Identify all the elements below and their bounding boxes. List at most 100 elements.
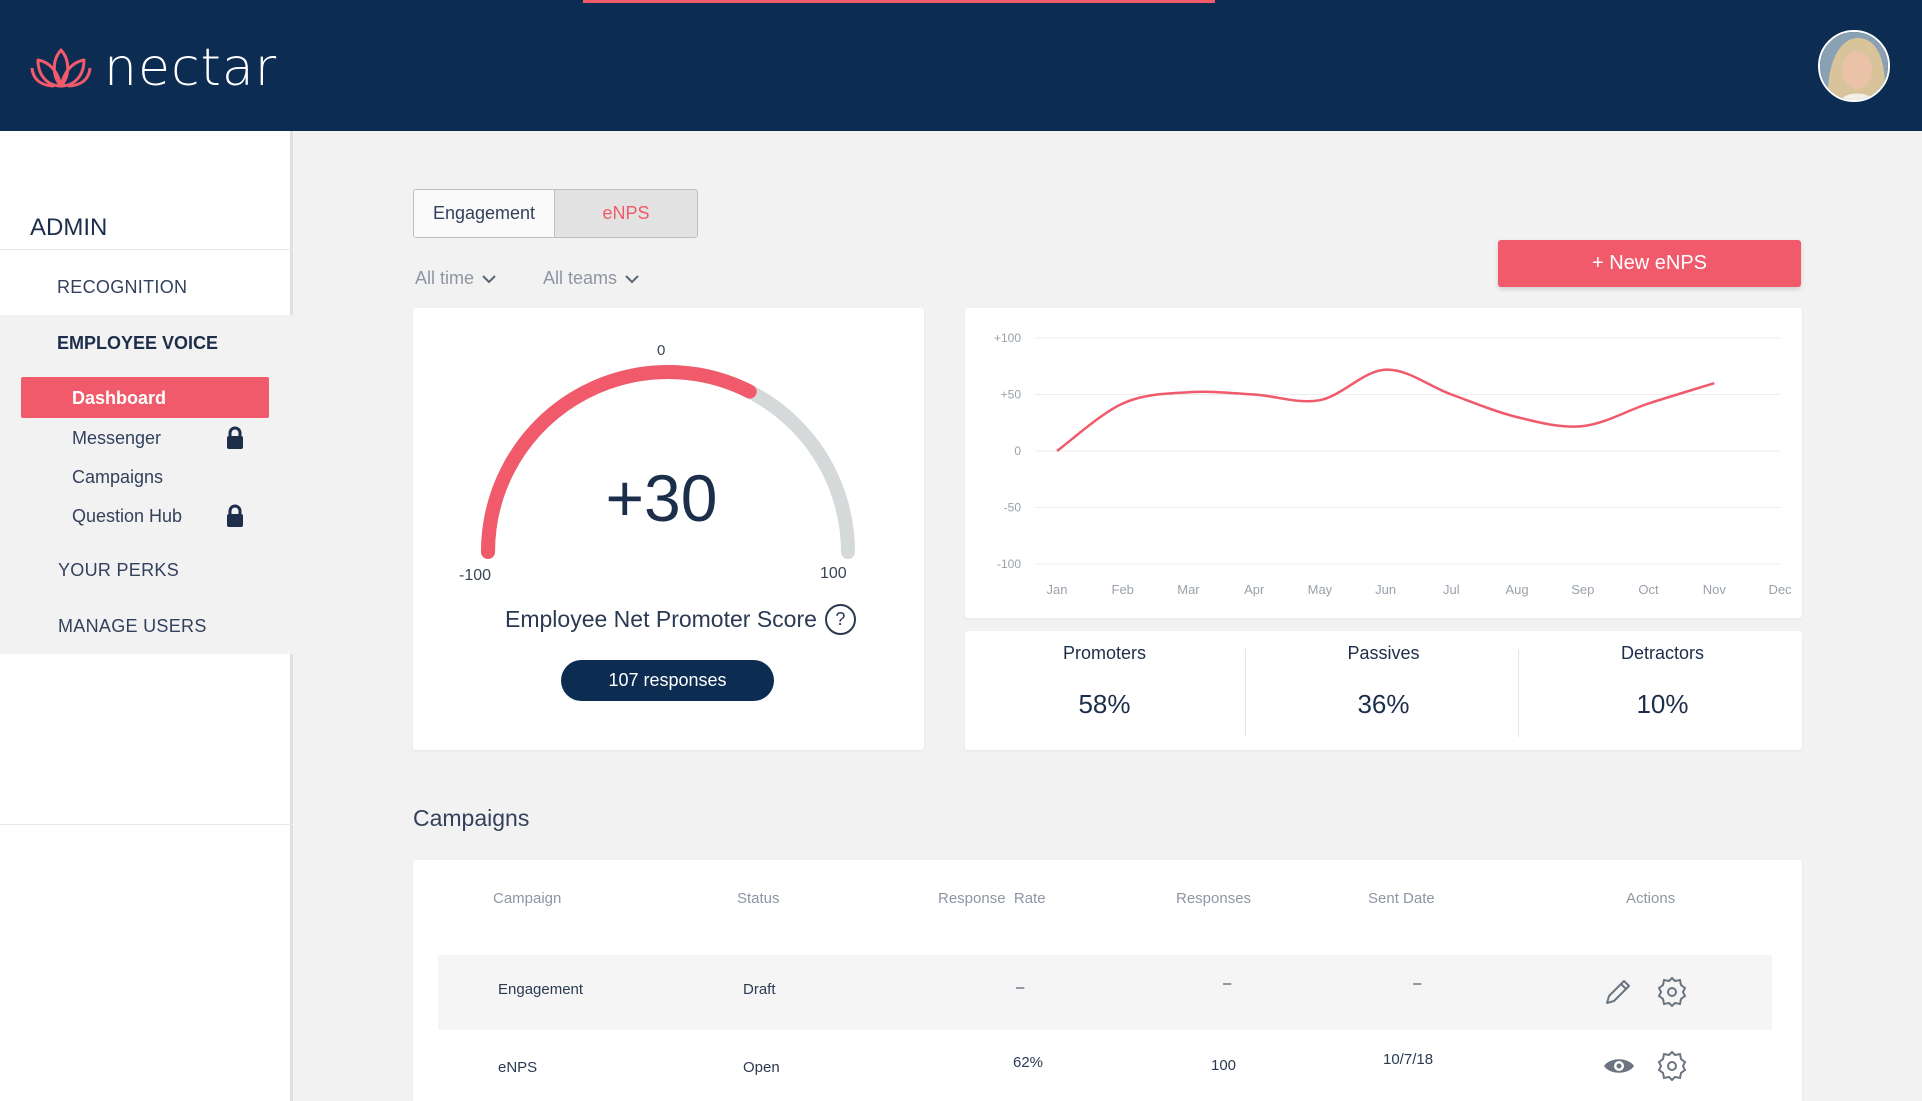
gauge-min-label: -100 [459,567,492,584]
user-avatar[interactable] [1818,30,1890,102]
campaign-response-rate: 62% [1013,1054,1044,1071]
employee-voice-section [0,315,293,541]
y-tick-label: -100 [997,557,1021,571]
campaign-response-rate: – [1016,979,1025,996]
settings-icon[interactable] [1655,975,1689,1009]
sidebar-item-label: Dashboard [72,388,167,408]
x-tick-label: May [1308,582,1333,597]
enps-score-value: +30 [605,461,718,535]
lotus-logo-icon [30,48,92,88]
sidebar-item-employee-voice[interactable]: EMPLOYEE VOICE [57,333,219,353]
enps-trend-chart-card: +100 +50 0 -50 -100 Jan Feb Mar Apr May Jun Jul Aug S… [965,308,1802,618]
sidebar-divider [0,249,293,250]
enps-title: Employee Net Promoter Score ? [505,604,856,635]
sidebar-item-your-perks[interactable]: YOUR PERKS [58,560,180,580]
campaign-status: Open [743,1059,780,1076]
chevron-down-icon [625,274,639,283]
x-tick-label: Oct [1638,582,1659,597]
enps-score-card: 0 +30 -100 100 Employee Net Promoter Sco… [413,308,924,750]
enps-gauge [481,365,855,559]
app-name: nectar [104,38,278,98]
team-filter-value: All teams [543,268,618,288]
edit-icon[interactable] [1603,977,1633,1007]
campaigns-heading: Campaigns [413,805,530,831]
team-filter-dropdown[interactable]: All teams [543,268,639,289]
x-tick-label: Jan [1047,582,1068,597]
tab-engagement[interactable]: Engagement [414,190,555,237]
sidebar-item-campaigns[interactable]: Campaigns [72,467,164,487]
perks-section [0,541,293,654]
column-header-response-rate: Response Rate [938,890,1046,907]
sidebar-item-manage-users[interactable]: MANAGE USERS [58,616,207,636]
passives-stat: Passives 36% [1244,631,1523,750]
time-filter-dropdown[interactable]: All time [415,268,496,289]
stat-divider [1245,649,1246,737]
x-tick-label: Apr [1244,582,1265,597]
column-header-status: Status [737,890,780,907]
tab-enps[interactable]: eNPS [555,190,697,237]
view-icon[interactable] [1602,1054,1636,1078]
promoters-value: 58% [1078,689,1131,719]
gauge-zero-label: 0 [657,342,666,359]
promoters-stat: Promoters 58% [965,631,1244,750]
lock-icon [227,504,243,527]
gauge-max-label: 100 [820,565,847,582]
sidebar-item-question-hub[interactable]: Question Hub [72,506,183,526]
sidebar-item-dashboard[interactable]: Dashboard [21,377,269,418]
sidebar-item-recognition[interactable]: RECOGNITION [57,277,188,297]
campaign-status: Draft [743,981,776,998]
campaign-name: eNPS [498,1059,538,1076]
y-tick-label: 0 [1014,444,1021,458]
table-row[interactable]: eNPS Open 62% 100 10/7/18 [438,1030,1772,1101]
y-tick-label: +50 [1001,388,1022,402]
score-breakdown-card: Promoters 58% Passives 36% Detractors 10… [965,631,1802,750]
passives-value: 36% [1357,689,1410,719]
series-line [1056,368,1715,453]
help-icon[interactable]: ? [824,604,856,635]
detractors-value: 10% [1636,689,1689,719]
sidebar: ADMIN RECOGNITION EMPLOYEE VOICE Dashboa… [0,131,293,1101]
column-header-campaign: Campaign [493,890,562,907]
detractors-label: Detractors [1620,643,1705,663]
detractors-stat: Detractors 10% [1523,631,1802,750]
enps-trend-chart: +100 +50 0 -50 -100 Jan Feb Mar Apr May Jun Jul Aug S… [994,331,1792,597]
column-header-responses: Responses [1176,890,1252,907]
x-tick-label: Aug [1506,582,1529,597]
user-photo-icon [1820,32,1888,100]
nectar-logo[interactable]: nectar [30,38,277,98]
promoters-label: Promoters [1062,643,1147,663]
x-tick-label: Dec [1768,582,1792,597]
view-toggle: Engagement eNPS [413,189,698,238]
column-header-actions: Actions [1626,890,1676,907]
y-tick-label: +100 [994,331,1021,345]
x-tick-label: Sep [1571,582,1594,597]
settings-icon[interactable] [1655,1049,1689,1083]
x-tick-label: Mar [1177,582,1200,597]
x-tick-label: Feb [1112,582,1134,597]
y-tick-label: -50 [1004,501,1022,515]
sidebar-divider [0,824,293,825]
gauge-fill [481,365,757,559]
sidebar-item-messenger[interactable]: Messenger [72,428,162,448]
enps-title-text: Employee Net Promoter Score [505,606,817,632]
stat-divider [1518,649,1519,737]
campaign-sent-date: 10/7/18 [1383,1051,1434,1068]
x-tick-label: Jun [1375,582,1396,597]
x-tick-label: Nov [1703,582,1727,597]
campaign-responses: 100 [1211,1057,1237,1074]
responses-count-badge[interactable]: 107 responses [561,660,774,701]
campaign-responses: – [1223,975,1232,992]
campaign-sent-date: – [1413,975,1422,992]
passives-label: Passives [1347,643,1420,663]
chevron-down-icon [482,274,496,283]
campaigns-table: Campaign Status Response Rate Responses … [413,860,1802,1101]
table-row[interactable]: Engagement Draft – – – [438,955,1772,1030]
lock-icon [227,426,243,449]
top-navigation-bar: nectar [0,0,1922,131]
time-filter-value: All time [415,268,475,288]
campaign-name: Engagement [498,981,584,998]
new-enps-button[interactable]: + New eNPS [1498,240,1801,287]
top-accent-line [583,0,1215,3]
column-header-sent-date: Sent Date [1368,890,1435,907]
x-tick-label: Jul [1443,582,1460,597]
